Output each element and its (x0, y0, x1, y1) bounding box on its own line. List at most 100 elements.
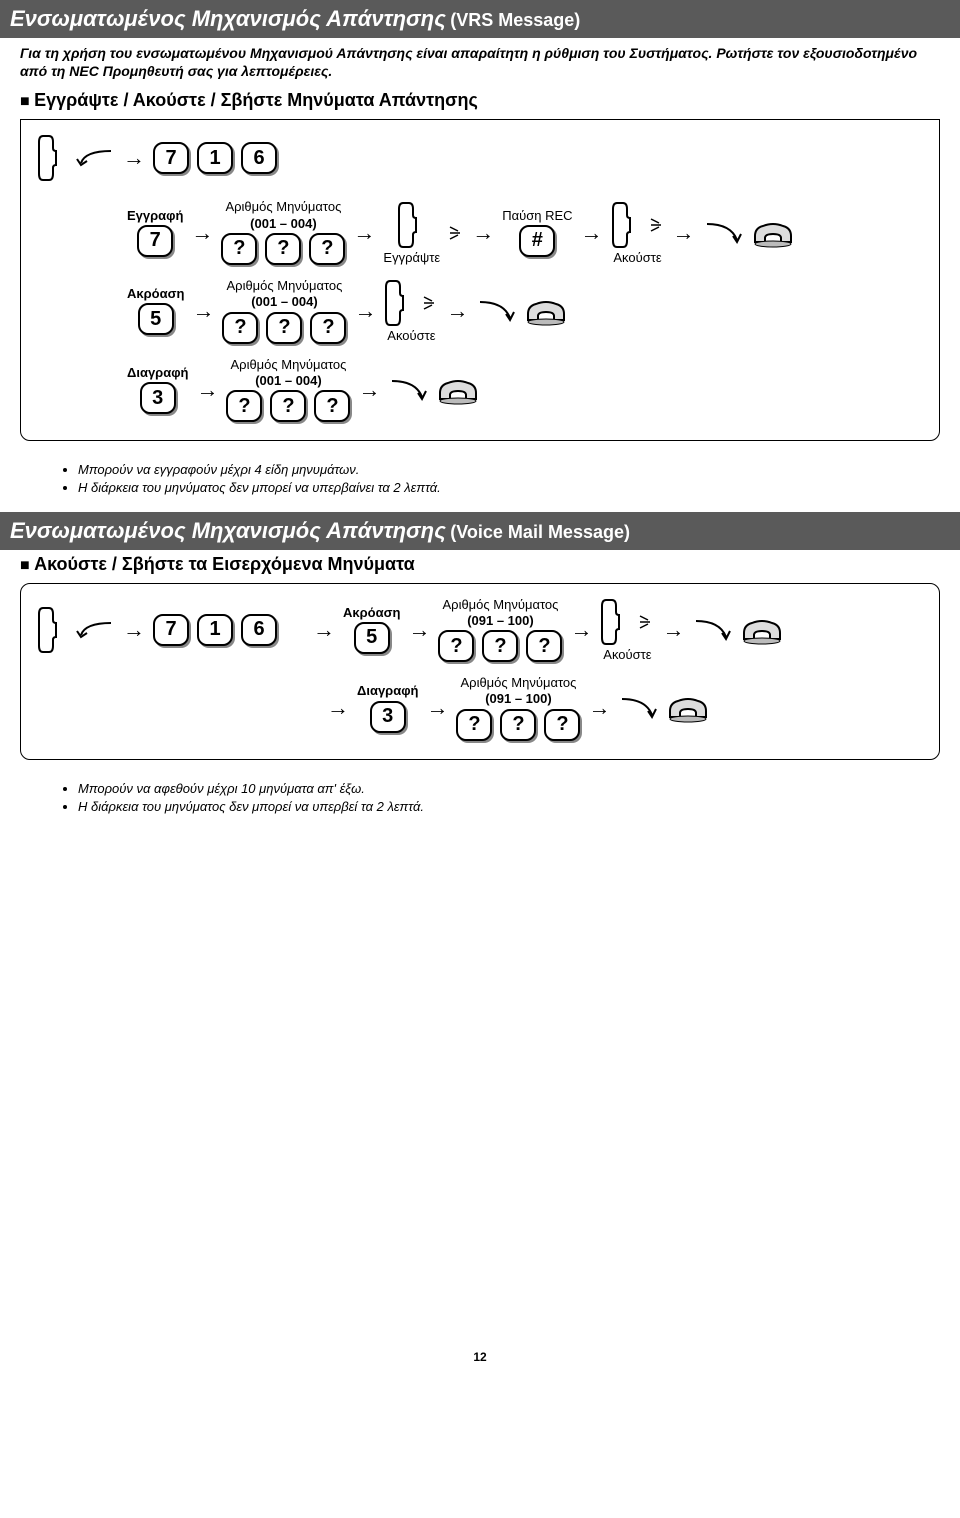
msg-label: Αριθμός Μηνύματος (443, 598, 559, 612)
listen-step: Ακούστε (387, 329, 435, 343)
arrow-icon: → (196, 379, 218, 401)
handset-icon (600, 598, 630, 646)
key: ? (544, 709, 580, 741)
note-item: Η διάρκεια του μηνύματος δεν μπορεί να υ… (78, 798, 940, 816)
arrow-icon: → (662, 619, 684, 641)
arrow-icon: → (353, 222, 375, 244)
section1-title-main: Ενσωματωμένος Μηχανισμός Απάντησης (10, 6, 446, 31)
handset-icon (384, 279, 414, 327)
delete-label: Διαγραφή (127, 366, 188, 380)
arrow-icon: → (192, 300, 214, 322)
section1-panel: → 7 1 6 Εγγραφή 7 → Αριθμός Μηνύματος (0… (20, 119, 940, 441)
arrow-icon: → (408, 619, 430, 641)
key: ? (226, 390, 262, 422)
handset-icon (397, 201, 427, 249)
curve-down-icon (476, 299, 516, 323)
section2-notes: Μπορούν να αφεθούν μέχρι 10 μηνύματα απ'… (20, 780, 940, 816)
key: ? (314, 390, 350, 422)
section2-top-row: → 7 1 6 → Ακρόαση 5 → Αριθμός Μηνύματος … (37, 598, 923, 663)
key: ? (438, 630, 474, 662)
arrow-icon: → (588, 697, 610, 719)
listen-label: Ακρόαση (343, 606, 400, 620)
key: 6 (241, 142, 277, 174)
curve-down-icon (388, 378, 428, 402)
key: ? (270, 390, 306, 422)
key: 5 (354, 622, 390, 654)
section1-top-row: → 7 1 6 (37, 134, 923, 182)
arrow-icon: → (354, 300, 376, 322)
msg-range: (001 – 004) (255, 374, 322, 388)
curve-down-icon (618, 696, 658, 720)
section1-notes: Μπορούν να εγγραφούν μέχρι 4 είδη μηνυμά… (20, 461, 940, 497)
delete-branch: → Διαγραφή 3 → Αριθμός Μηνύματος (091 – … (327, 676, 923, 741)
key: 7 (137, 225, 173, 257)
key: 1 (197, 142, 233, 174)
record-label: Εγγραφή (127, 209, 183, 223)
key: ? (266, 312, 302, 344)
section2-title-bar: Ενσωματωμένος Μηχανισμός Απάντησης (Voic… (0, 512, 960, 550)
page-number: 12 (20, 1350, 940, 1364)
section2-title-sub: (Voice Mail Message) (450, 522, 630, 542)
msg-label: Αριθμός Μηνύματος (461, 676, 577, 690)
key: 5 (138, 303, 174, 335)
arrow-icon: → (581, 222, 603, 244)
msg-range: (001 – 004) (250, 217, 317, 231)
note-item: Μπορούν να εγγραφούν μέχρι 4 είδη μηνυμά… (78, 461, 940, 479)
arrow-icon: → (446, 300, 468, 322)
msg-range: (001 – 004) (251, 295, 318, 309)
arrow-icon: → (673, 222, 695, 244)
section1-title-bar: Ενσωματωμένος Μηχανισμός Απάντησης (VRS … (0, 0, 960, 38)
msg-range: (091 – 100) (467, 614, 534, 628)
msg-label: Αριθμός Μηνύματος (227, 279, 343, 293)
key: 3 (140, 382, 176, 414)
sound-icon (448, 225, 464, 241)
curve-arrow-icon (75, 146, 115, 170)
sound-icon (649, 217, 665, 233)
arrow-icon: → (123, 619, 145, 641)
record-step: Εγγράψτε (383, 251, 440, 265)
sound-icon (638, 614, 654, 630)
key-hash: # (519, 225, 555, 257)
section1-intro: Για τη χρήση του ενσωματωμένου Μηχανισμο… (20, 44, 940, 80)
key: ? (482, 630, 518, 662)
page: Ενσωματωμένος Μηχανισμός Απάντησης (VRS … (0, 0, 960, 1404)
record-branch: Εγγραφή 7 → Αριθμός Μηνύματος (001 – 004… (127, 200, 923, 265)
curve-down-icon (692, 618, 732, 642)
listen-label: Ακρόαση (127, 287, 184, 301)
msg-label: Αριθμός Μηνύματος (231, 358, 347, 372)
note-item: Η διάρκεια του μηνύματος δεν μπορεί να υ… (78, 479, 940, 497)
key: ? (500, 709, 536, 741)
delete-label: Διαγραφή (357, 684, 418, 698)
key: 3 (370, 701, 406, 733)
handset-icon (37, 134, 67, 182)
key: 7 (153, 614, 189, 646)
key: ? (222, 312, 258, 344)
listen-step: Ακούστε (613, 251, 661, 265)
msg-label: Αριθμός Μηνύματος (225, 200, 341, 214)
section2-panel: → 7 1 6 → Ακρόαση 5 → Αριθμός Μηνύματος … (20, 583, 940, 760)
handset-down-icon (436, 375, 480, 405)
listen-step: Ακούστε (603, 648, 651, 662)
msg-range: (091 – 100) (485, 692, 552, 706)
handset-down-icon (740, 615, 784, 645)
sound-icon (422, 295, 438, 311)
arrow-icon: → (313, 619, 335, 641)
note-item: Μπορούν να αφεθούν μέχρι 10 μηνύματα απ'… (78, 780, 940, 798)
curve-down-icon (703, 221, 743, 245)
arrow-icon: → (472, 222, 494, 244)
key: ? (456, 709, 492, 741)
arrow-icon: → (327, 697, 349, 719)
curve-arrow-icon (75, 618, 115, 642)
key: 1 (197, 614, 233, 646)
handset-down-icon (751, 218, 795, 248)
section1-title-sub: (VRS Message) (450, 10, 580, 30)
key: 6 (241, 614, 277, 646)
section1-heading: Εγγράψτε / Ακούστε / Σβήστε Μηνύματα Απά… (20, 90, 940, 111)
handset-down-icon (666, 693, 710, 723)
arrow-icon: → (191, 222, 213, 244)
key: ? (309, 233, 345, 265)
listen-branch: Ακρόαση 5 → Αριθμός Μηνύματος (001 – 004… (127, 279, 923, 344)
handset-icon (37, 606, 67, 654)
handset-down-icon (524, 296, 568, 326)
key: ? (526, 630, 562, 662)
